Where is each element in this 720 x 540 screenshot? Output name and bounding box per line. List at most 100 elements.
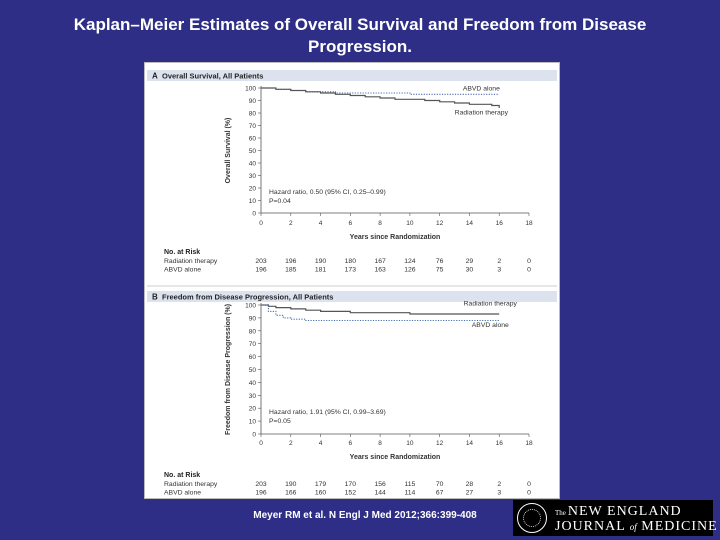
panel-a-y-tick-label: 0 [252,211,256,218]
panel-a-at-risk-value: 124 [404,258,416,265]
km-figure-svg: A Overall Survival, All Patients010203040… [144,62,560,499]
logo-the: The [555,509,566,517]
logo-line-2: JOURNAL of MEDICINE [555,519,718,535]
panel-b-letter: B [152,293,158,302]
panel-b-x-tick-label: 0 [259,440,263,447]
panel-b-at-risk-value: 203 [255,481,267,488]
panel-a-y-tick-label: 80 [249,111,257,118]
panel-a-y-tick-label: 30 [249,173,257,180]
panel-a-at-risk-value: 185 [285,267,297,274]
nejm-seal-inner [523,509,541,527]
panel-a-at-risk-value: 190 [315,258,327,265]
panel-b-at-risk-value: 3 [497,490,501,497]
panel-a-x-tick-label: 14 [466,220,474,227]
panel-b-series-abvd-alone [261,304,500,322]
panel-a-y-tick-label: 100 [245,86,256,93]
panel-b-series-label-radiation: Radiation therapy [464,301,518,308]
panel-a-x-tick-label: 2 [289,220,293,227]
panel-a-at-risk-value: 173 [345,267,357,274]
panel-a-at-risk-value: 180 [345,258,357,265]
panel-b-x-tick-label: 16 [496,440,504,447]
panel-b-at-risk-value: 115 [404,481,415,488]
panel-b-y-tick-label: 20 [249,406,257,413]
nejm-logo: The NEW ENGLAND JOURNAL of MEDICINE [513,500,717,536]
panel-b-series-radiation-therapy [261,304,500,315]
panel-b-x-label: Years since Randomization [350,454,441,461]
panel-a-at-risk-value: 2 [497,258,501,265]
nejm-seal-icon [517,503,547,533]
panel-a-y-tick-label: 70 [249,123,257,130]
panel-a-at-risk-value: 181 [315,267,327,274]
panel-a-at-risk-value: 126 [404,267,416,274]
panel-a-at-risk-value: 30 [466,267,474,274]
logo-line-1: The NEW ENGLAND [555,504,682,520]
panel-a-letter: A [152,72,158,81]
panel-b-y-tick-label: 10 [249,419,257,426]
panel-b-x-tick-label: 8 [378,440,382,447]
panel-a-x-tick-label: 12 [436,220,444,227]
panel-a-y-tick-label: 20 [249,186,257,193]
panel-a-at-risk-value: 203 [255,258,267,265]
panel-b-at-risk-value: 2 [497,481,501,488]
panel-b-at-risk-value: 28 [466,481,474,488]
panel-a-series-radiation-therapy [261,87,500,108]
panel-a-at-risk-value: 0 [527,267,531,274]
km-figure: A Overall Survival, All Patients 0 10 20 30 40… [144,62,560,499]
panel-a-at-risk-value: 76 [436,258,444,265]
panel-a-at-risk-value: 0 [527,258,531,265]
panel-b-at-risk-value: 170 [345,481,357,488]
panel-b-at-risk-value: 27 [466,490,474,497]
panel-b-y-tick-label: 100 [245,303,256,310]
panel-b-at-risk-value: 0 [527,490,531,497]
logo-medicine: MEDICINE [641,519,718,534]
panel-a-at-risk-value: 167 [374,258,386,265]
panel-b-x-tick-label: 4 [319,440,323,447]
panel-a-x-tick-label: 10 [406,220,414,227]
panel-a-y-tick-label: 40 [249,161,257,168]
panel-a-y-tick-label: 60 [249,136,257,143]
panel-b-y-label: Freedom from Disease Progression (%) [225,304,232,435]
panel-b-at-risk-header: No. at Risk [164,472,200,479]
logo-journal: JOURNAL [555,519,626,534]
panel-a-at-risk-value: 3 [497,267,501,274]
logo-of: of [629,522,637,532]
panel-a-y-tick-label: 50 [249,148,257,155]
panel-b-p-value: P=0.05 [269,418,291,425]
panel-b-y-tick-label: 90 [249,315,257,322]
panel-b-at-risk-value: 67 [436,490,444,497]
panel-b-x-tick-label: 6 [349,440,353,447]
panel-a-at-risk-header: No. at Risk [164,249,200,256]
panel-a-p-value: P=0.04 [269,198,291,205]
panel-b-x-tick-label: 14 [466,440,474,447]
figure-frame [144,62,560,499]
panel-b-at-risk-value: 144 [374,490,386,497]
panel-a-at-risk-value: 75 [436,267,444,274]
panel-b-at-risk-value: 70 [436,481,444,488]
panel-a-at-risk-value: 29 [466,258,474,265]
panel-a-at-risk-value: 196 [285,258,297,265]
panel-b-hazard-ratio: Hazard ratio, 1.91 (95% CI, 0.99–3.69) [269,409,386,416]
panel-b-y-tick-label: 70 [249,341,257,348]
panel-b-y-tick-label: 50 [249,367,257,374]
panel-a-hazard-ratio: Hazard ratio, 0.50 (95% CI, 0.25–0.99) [269,189,386,196]
panel-b-at-risk-value: 0 [527,481,531,488]
slide-title: Kaplan–Meier Estimates of Overall Surviv… [73,15,647,56]
panel-b-at-risk-value: 114 [404,490,415,497]
panel-b-at-risk-value: 190 [285,481,297,488]
panel-a-at-risk-label: Radiation therapy [164,258,218,265]
panel-a-at-risk-label: ABVD alone [164,267,201,274]
panel-b-x-tick-label: 10 [406,440,414,447]
panel-a-x-tick-label: 6 [349,220,353,227]
panel-b-series-label-abvd: ABVD alone [472,322,509,329]
panel-b-at-risk-value: 179 [315,481,327,488]
panel-a-x-label: Years since Randomization [350,234,441,241]
citation: Meyer RM et al. N Engl J Med 2012;366:39… [253,510,477,521]
panel-b-y-tick-label: 80 [249,328,257,335]
panel-a-at-risk-value: 163 [374,267,386,274]
panel-a-series-label-abvd: ABVD alone [463,86,500,93]
panel-a-x-tick-label: 18 [525,220,533,227]
panel-a-x-tick-label: 0 [259,220,263,227]
logo-new-england: NEW ENGLAND [567,504,682,519]
panel-b-at-risk-value: 160 [315,490,327,497]
panel-a-header-bar [147,70,557,81]
